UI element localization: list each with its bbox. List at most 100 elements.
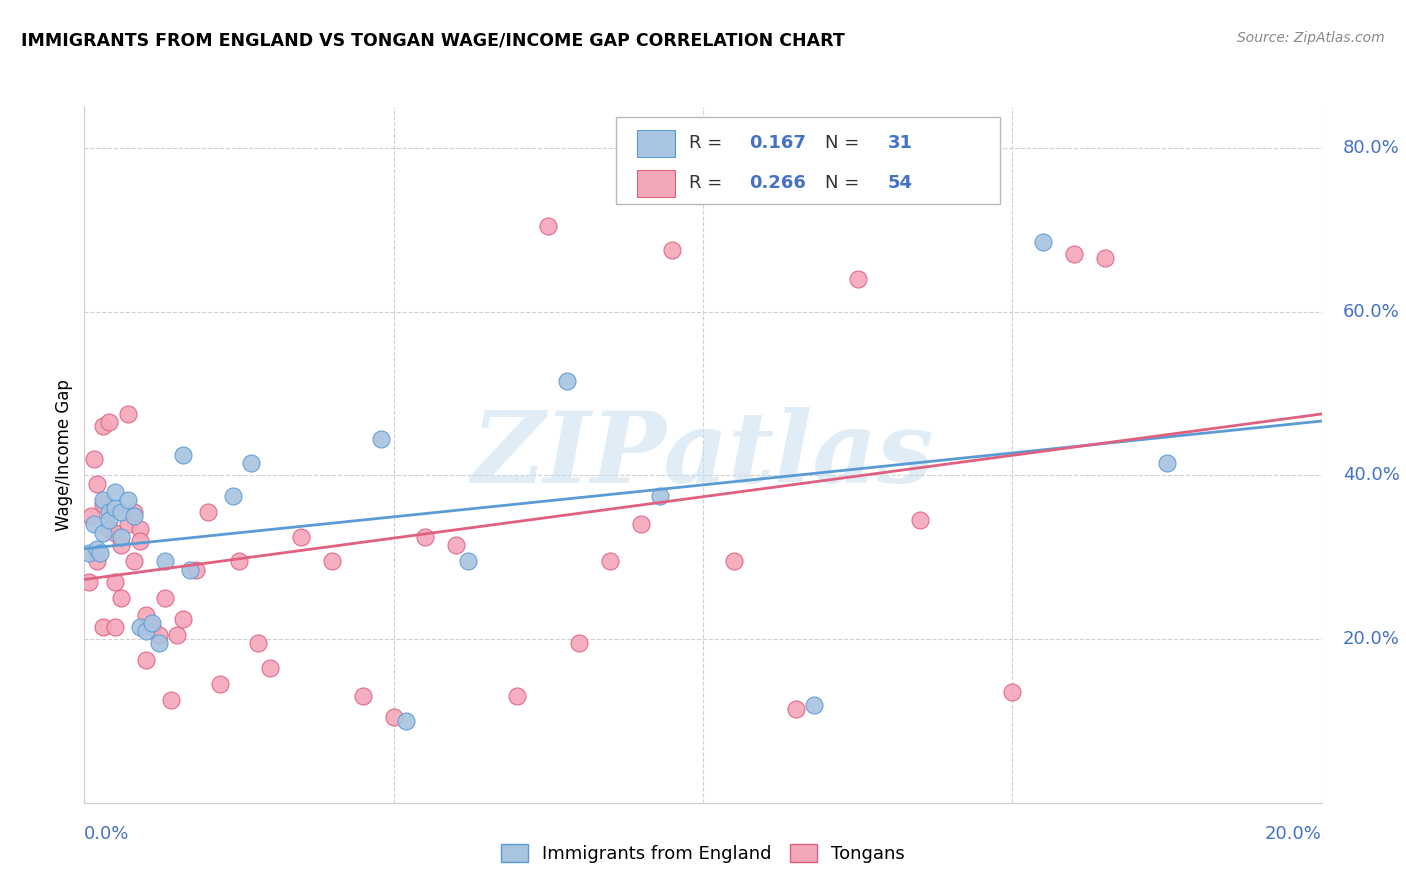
Point	[382, 710, 405, 724]
Point	[135, 607, 157, 622]
Point	[555, 374, 578, 388]
FancyBboxPatch shape	[616, 118, 1000, 204]
Point	[141, 615, 163, 630]
Point	[723, 554, 745, 568]
Point	[352, 690, 374, 704]
Point	[1156, 456, 1178, 470]
Point	[83, 517, 105, 532]
Text: Source: ZipAtlas.com: Source: ZipAtlas.com	[1237, 31, 1385, 45]
Text: R =: R =	[689, 135, 728, 153]
Y-axis label: Wage/Income Gap: Wage/Income Gap	[55, 379, 73, 531]
Point	[228, 554, 250, 568]
Point	[661, 244, 683, 258]
Point	[117, 492, 139, 507]
Point	[129, 620, 152, 634]
Point	[184, 562, 207, 576]
Point	[599, 554, 621, 568]
Point	[98, 522, 121, 536]
Point	[98, 415, 121, 429]
Point	[117, 407, 139, 421]
Point	[91, 419, 114, 434]
Point	[135, 624, 157, 638]
Point	[413, 530, 436, 544]
Point	[79, 546, 101, 560]
Point	[104, 574, 127, 589]
Point	[86, 476, 108, 491]
Point	[91, 492, 114, 507]
Text: 40.0%: 40.0%	[1343, 467, 1399, 484]
Point	[110, 591, 132, 606]
Point	[630, 517, 652, 532]
Point	[98, 513, 121, 527]
Point	[104, 620, 127, 634]
Text: 0.167: 0.167	[749, 135, 806, 153]
Point	[89, 546, 111, 560]
Point	[908, 513, 931, 527]
Point	[153, 554, 176, 568]
Text: 0.266: 0.266	[749, 174, 806, 193]
Point	[160, 693, 183, 707]
Point	[110, 538, 132, 552]
Point	[395, 714, 418, 728]
Point	[129, 533, 152, 548]
Point	[506, 690, 529, 704]
Point	[122, 509, 145, 524]
Point	[785, 701, 807, 715]
Point	[104, 484, 127, 499]
Point	[537, 219, 560, 233]
Point	[148, 636, 170, 650]
Point	[648, 489, 671, 503]
Point	[197, 505, 219, 519]
Point	[444, 538, 467, 552]
Point	[141, 620, 163, 634]
Point	[846, 272, 869, 286]
Text: IMMIGRANTS FROM ENGLAND VS TONGAN WAGE/INCOME GAP CORRELATION CHART: IMMIGRANTS FROM ENGLAND VS TONGAN WAGE/I…	[21, 31, 845, 49]
Legend: Immigrants from England, Tongans: Immigrants from England, Tongans	[494, 837, 912, 871]
Point	[129, 522, 152, 536]
Point	[457, 554, 479, 568]
Point	[110, 505, 132, 519]
Point	[321, 554, 343, 568]
Point	[104, 501, 127, 516]
Text: ZIPatlas: ZIPatlas	[472, 407, 934, 503]
Text: 80.0%: 80.0%	[1343, 139, 1399, 157]
Point	[83, 452, 105, 467]
Point	[91, 525, 114, 540]
Point	[122, 554, 145, 568]
Point	[86, 542, 108, 557]
Point	[1063, 247, 1085, 261]
Point	[104, 525, 127, 540]
Point	[117, 517, 139, 532]
Point	[166, 628, 188, 642]
Text: 0.0%: 0.0%	[84, 825, 129, 843]
Text: 20.0%: 20.0%	[1343, 630, 1399, 648]
Point	[91, 497, 114, 511]
Text: 54: 54	[887, 174, 912, 193]
Point	[370, 432, 392, 446]
Point	[1001, 685, 1024, 699]
Point	[1032, 235, 1054, 249]
Point	[135, 652, 157, 666]
Point	[179, 562, 201, 576]
Point	[246, 636, 269, 650]
Text: 20.0%: 20.0%	[1265, 825, 1322, 843]
Point	[86, 554, 108, 568]
Point	[153, 591, 176, 606]
Text: 60.0%: 60.0%	[1343, 302, 1399, 321]
Point	[209, 677, 232, 691]
Text: R =: R =	[689, 174, 728, 193]
Point	[568, 636, 591, 650]
Point	[290, 530, 312, 544]
Point	[240, 456, 263, 470]
Text: N =: N =	[825, 135, 866, 153]
Text: 31: 31	[887, 135, 912, 153]
Point	[172, 612, 194, 626]
Point	[148, 628, 170, 642]
Point	[222, 489, 245, 503]
Bar	[637, 170, 675, 196]
Point	[91, 620, 114, 634]
Point	[79, 574, 101, 589]
Point	[122, 505, 145, 519]
Bar	[637, 130, 675, 157]
Point	[1094, 252, 1116, 266]
